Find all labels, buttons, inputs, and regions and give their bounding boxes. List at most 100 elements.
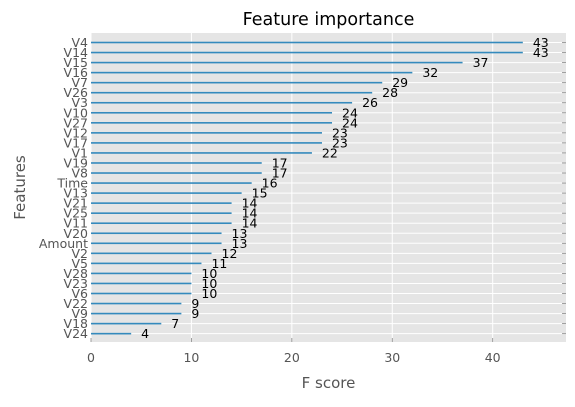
bar-v9 bbox=[91, 312, 182, 315]
x-tick-label: 30 bbox=[384, 350, 400, 365]
bars bbox=[91, 41, 523, 335]
bar-v17 bbox=[91, 142, 322, 144]
y-tick-label: V7 bbox=[71, 75, 88, 90]
value-label: 9 bbox=[191, 306, 199, 321]
bar-v3 bbox=[91, 101, 353, 104]
y-tick-label: V10 bbox=[64, 105, 89, 120]
bar-v11 bbox=[91, 222, 232, 225]
bar-v21 bbox=[91, 202, 232, 204]
value-label: 11 bbox=[211, 256, 227, 271]
bar-v15 bbox=[91, 61, 463, 64]
y-axis-label: Features bbox=[11, 155, 29, 220]
bar-v1 bbox=[91, 152, 312, 154]
value-label: 4 bbox=[141, 326, 149, 341]
value-labels: 4343373229282624242323221717161514141413… bbox=[141, 35, 549, 341]
y-tick-label: V16 bbox=[64, 65, 89, 80]
y-tick-label: V18 bbox=[64, 316, 89, 331]
value-label: 32 bbox=[422, 65, 438, 80]
value-label: 15 bbox=[252, 186, 268, 201]
value-label: 12 bbox=[222, 246, 238, 261]
y-tick-label: V14 bbox=[64, 45, 89, 60]
y-tick-label: V24 bbox=[64, 326, 89, 341]
value-label: 10 bbox=[201, 276, 217, 291]
bar-v16 bbox=[91, 71, 413, 74]
bar-v20 bbox=[91, 232, 222, 235]
bar-v6 bbox=[91, 292, 192, 295]
value-label: 22 bbox=[322, 145, 338, 160]
y-tick-label: V25 bbox=[64, 206, 88, 221]
bar-v18 bbox=[91, 322, 162, 325]
value-label: 14 bbox=[242, 216, 258, 231]
bar-v23 bbox=[91, 282, 192, 285]
bar-v4 bbox=[91, 41, 523, 44]
bar-v13 bbox=[91, 192, 242, 194]
bar-v28 bbox=[91, 272, 192, 275]
chart-title: Feature importance bbox=[243, 10, 415, 30]
y-tick-label: V26 bbox=[64, 85, 89, 100]
x-tick-label: 40 bbox=[485, 350, 501, 365]
x-tick-labels: 0 10 20 30 40 bbox=[87, 338, 501, 365]
x-tick-label: 20 bbox=[284, 350, 300, 365]
bar-v14 bbox=[91, 51, 523, 54]
value-label: 23 bbox=[332, 135, 348, 150]
y-tick-label: V11 bbox=[64, 216, 88, 231]
bar-v26 bbox=[91, 91, 373, 94]
y-tick-label: V13 bbox=[64, 186, 88, 201]
value-label: 13 bbox=[232, 226, 248, 241]
y-tick-label: V20 bbox=[64, 226, 89, 241]
value-label: 10 bbox=[201, 266, 217, 281]
value-label: 43 bbox=[533, 45, 549, 60]
value-label: 37 bbox=[473, 55, 489, 70]
y-tick-label: V9 bbox=[71, 306, 88, 321]
y-tick-label: V4 bbox=[71, 35, 88, 50]
value-label: 24 bbox=[342, 105, 358, 120]
bar-v10 bbox=[91, 111, 333, 114]
x-tick-label: 0 bbox=[87, 350, 95, 365]
bar-v19 bbox=[91, 162, 262, 164]
value-label: 26 bbox=[362, 95, 378, 110]
bar-time bbox=[91, 182, 252, 184]
value-label: 43 bbox=[533, 35, 549, 50]
y-tick-label: Time bbox=[56, 176, 88, 191]
bar-v8 bbox=[91, 172, 262, 174]
x-axis-label: F score bbox=[302, 374, 356, 392]
value-label: 13 bbox=[232, 236, 248, 251]
y-tick-label: V28 bbox=[64, 266, 89, 281]
y-tick-label: V3 bbox=[71, 95, 88, 110]
bar-v2 bbox=[91, 252, 212, 255]
bar-v5 bbox=[91, 262, 202, 265]
value-label: 28 bbox=[382, 85, 398, 100]
value-label: 14 bbox=[242, 206, 258, 221]
bar-v24 bbox=[91, 332, 132, 335]
value-label: 14 bbox=[242, 196, 258, 211]
y-tick-label: Amount bbox=[39, 236, 88, 251]
x-tick-label: 10 bbox=[183, 350, 199, 365]
y-tick-label: V15 bbox=[64, 55, 88, 70]
y-tick-label: V27 bbox=[64, 115, 88, 130]
y-tick-label: V8 bbox=[71, 166, 88, 181]
bar-v27 bbox=[91, 122, 333, 124]
y-tick-label: V19 bbox=[64, 155, 89, 170]
bar-v25 bbox=[91, 212, 232, 214]
y-tick-label: V23 bbox=[64, 276, 88, 291]
value-label: 24 bbox=[342, 115, 358, 130]
value-label: 10 bbox=[201, 286, 217, 301]
bar-v7 bbox=[91, 81, 383, 84]
value-label: 17 bbox=[272, 155, 288, 170]
value-label: 23 bbox=[332, 125, 348, 140]
value-label: 17 bbox=[272, 166, 288, 181]
bar-v22 bbox=[91, 302, 182, 305]
bar-amount bbox=[91, 242, 222, 245]
bar-v12 bbox=[91, 132, 322, 134]
y-tick-label: V5 bbox=[71, 256, 88, 271]
value-label: 7 bbox=[171, 316, 179, 331]
y-tick-label: V6 bbox=[71, 286, 88, 301]
plot-area bbox=[91, 33, 566, 342]
y-tick-label: V22 bbox=[64, 296, 88, 311]
y-tick-label: V17 bbox=[64, 135, 88, 150]
y-tick-label: V2 bbox=[71, 246, 88, 261]
y-tick-label: V12 bbox=[64, 125, 88, 140]
y-tick-label: V21 bbox=[64, 196, 88, 211]
